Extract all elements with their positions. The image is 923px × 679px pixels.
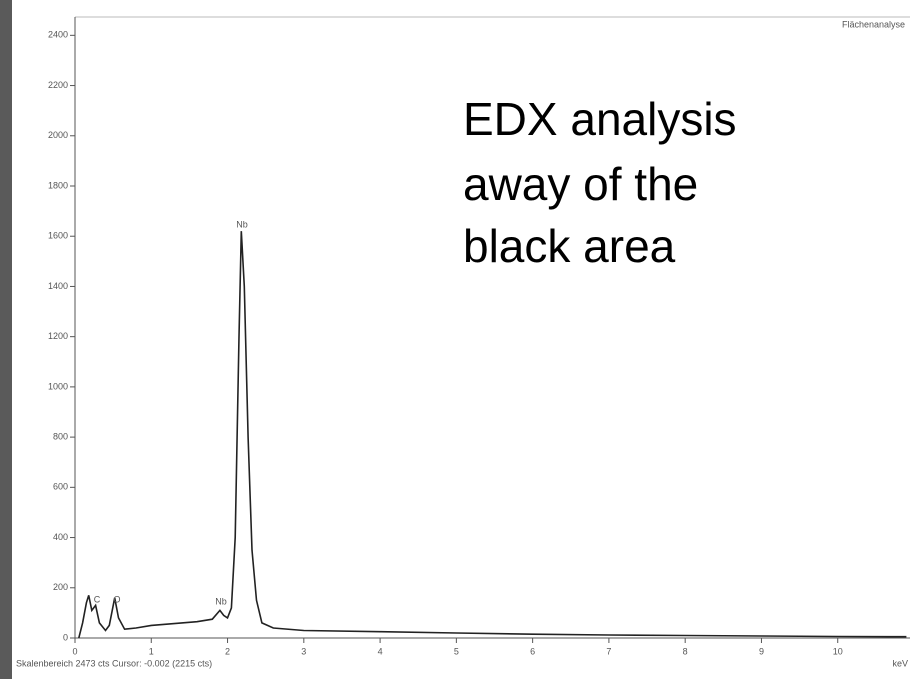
y-tick-label: 2200 [48, 80, 68, 90]
x-axis-label: keV [892, 658, 908, 668]
y-tick-label: 2000 [48, 130, 68, 140]
x-tick-label: 6 [530, 646, 535, 656]
x-tick-label: 9 [759, 646, 764, 656]
side-strip [0, 0, 12, 679]
annotation-line: away of the [463, 158, 698, 210]
y-tick-label: 400 [53, 532, 68, 542]
x-tick-label: 8 [683, 646, 688, 656]
annotation-line: EDX analysis [463, 93, 737, 145]
y-tick-label: 0 [63, 632, 68, 642]
x-tick-label: 4 [378, 646, 383, 656]
y-tick-label: 200 [53, 582, 68, 592]
x-tick-label: 1 [149, 646, 154, 656]
annotation-line: black area [463, 220, 676, 272]
x-tick-label: 3 [301, 646, 306, 656]
x-tick-label: 5 [454, 646, 459, 656]
x-tick-label: 2 [225, 646, 230, 656]
y-tick-label: 1400 [48, 281, 68, 291]
y-tick-label: 1000 [48, 381, 68, 391]
y-tick-label: 1600 [48, 231, 68, 241]
y-tick-label: 1800 [48, 180, 68, 190]
x-tick-label: 10 [833, 646, 843, 656]
x-tick-label: 7 [606, 646, 611, 656]
y-tick-label: 800 [53, 431, 68, 441]
chart-title: Flächenanalyse [842, 19, 905, 29]
y-tick-label: 2400 [48, 30, 68, 40]
peak-label: O [113, 594, 120, 604]
footer: Skalenbereich 2473 cts Cursor: -0.002 (2… [16, 658, 212, 668]
peak-label: C [94, 594, 101, 604]
peak-label: Nb [215, 596, 227, 606]
y-tick-label: 600 [53, 482, 68, 492]
peak-label: Nb [236, 219, 248, 229]
y-tick-label: 1200 [48, 331, 68, 341]
spectrum-line [78, 231, 907, 639]
x-tick-label: 0 [72, 646, 77, 656]
